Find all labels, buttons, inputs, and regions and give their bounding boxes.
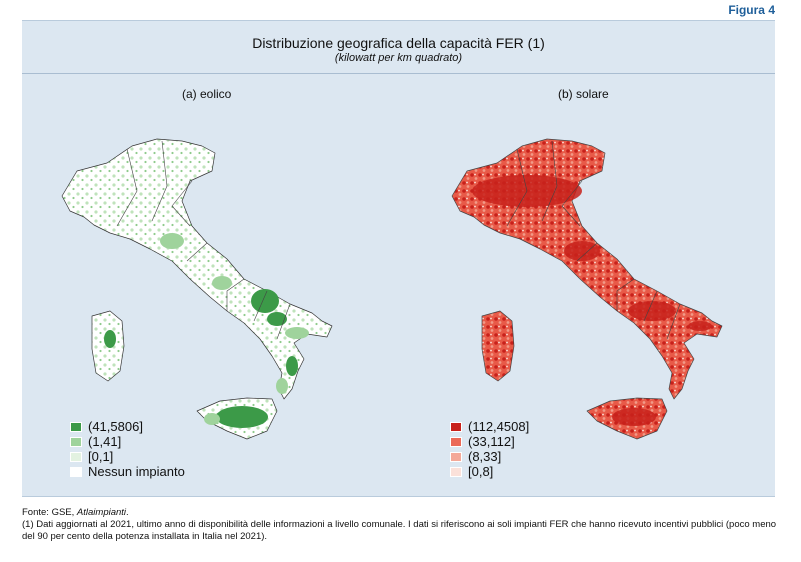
legend-text: (41,5806] (88, 419, 143, 434)
legend-text: (33,112] (468, 434, 515, 449)
footnotes: Fonte: GSE, Atlaimpianti. (1) Dati aggio… (22, 507, 782, 543)
legend-swatch (70, 466, 82, 477)
legend-item: (1,41] (70, 434, 185, 449)
maps-svg (61, 138, 723, 440)
legend-item: (41,5806] (70, 419, 185, 434)
footnote-1: (1) Dati aggiornati al 2021, ultimo anno… (22, 519, 777, 542)
source-prefix: Fonte: GSE, (22, 507, 77, 518)
legend-swatch (70, 421, 82, 432)
legend-item: Nessun impianto (70, 464, 185, 479)
solar-map (451, 138, 723, 440)
legend-swatch (70, 436, 82, 447)
figure-title: Distribuzione geografica della capacità … (252, 35, 545, 51)
wind-region-borders (116, 140, 291, 340)
source-line: Fonte: GSE, Atlaimpianti. (22, 507, 782, 519)
legend-swatch (450, 436, 462, 447)
legend-item: (112,4508] (450, 419, 529, 434)
source-name: Atlaimpianti (76, 507, 127, 518)
legend-swatch (450, 466, 462, 477)
legend-text: (1,41] (88, 434, 122, 449)
solar-legend: (112,4508] (33,112] (8,33] [0,8] (450, 419, 529, 479)
legend-text: Nessun impianto (88, 464, 185, 479)
wind-map (61, 138, 333, 440)
figure-panel: Distribuzione geografica della capacità … (22, 20, 775, 497)
legend-item: (33,112] (450, 434, 529, 449)
legend-item: (8,33] (450, 449, 529, 464)
legend-item: [0,1] (70, 449, 185, 464)
legend-swatch (450, 451, 462, 462)
solar-region-borders (506, 140, 681, 340)
legend-text: [0,8] (468, 464, 494, 479)
wind-high-areas (104, 289, 298, 428)
wind-mid-areas (160, 233, 309, 425)
figure-subtitle: (kilowatt per km quadrato) (334, 52, 463, 64)
title-box: Distribuzione geografica della capacità … (22, 21, 775, 74)
legend-text: (8,33] (468, 449, 502, 464)
source-suffix: . (126, 507, 129, 518)
wind-map-label: (a) eolico (182, 87, 232, 101)
solar-map-label: (b) solare (558, 87, 609, 101)
solar-sardinia (481, 310, 515, 382)
legend-swatch (70, 451, 82, 462)
legend-text: (112,4508] (468, 419, 530, 434)
legend-swatch (450, 421, 462, 432)
wind-legend: (41,5806] (1,41] [0,1] Nessun impianto (70, 419, 185, 479)
legend-text: [0,1] (88, 449, 114, 464)
legend-item: [0,8] (450, 464, 529, 479)
figure-label: Figura 4 (728, 3, 775, 17)
